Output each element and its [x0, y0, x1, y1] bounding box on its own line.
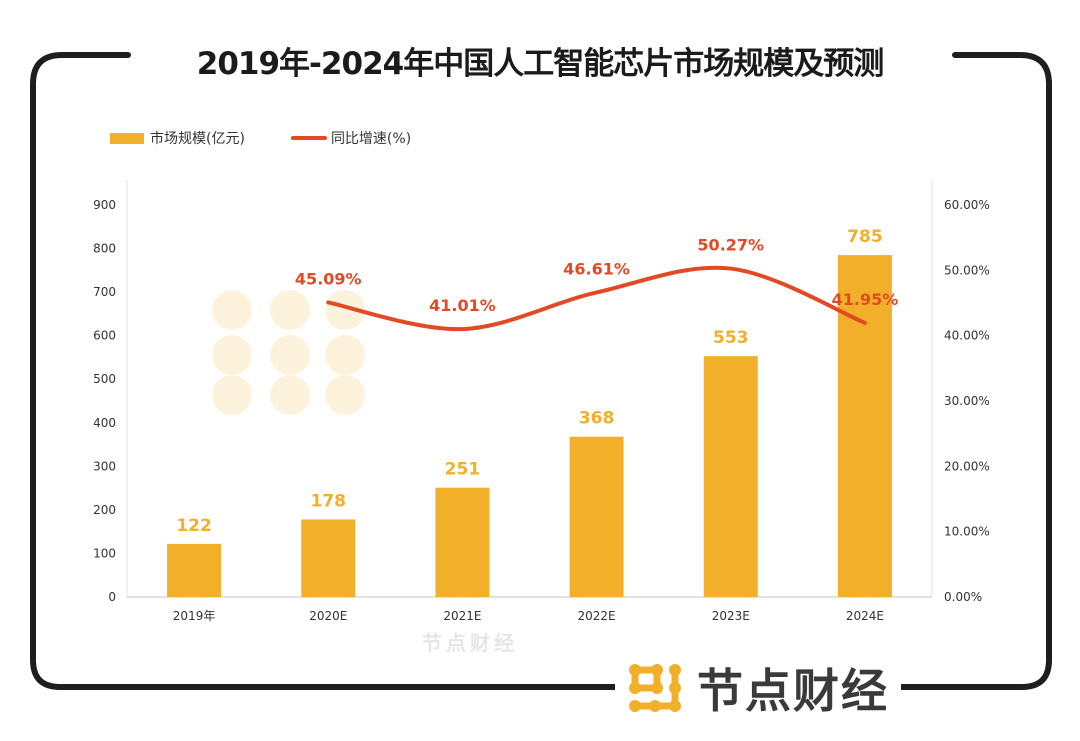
- left-tick-label: 100: [93, 546, 116, 560]
- watermark-logo-dot: [270, 375, 310, 415]
- data-labels: 122 178 251 368 553 785 45.09% 41.01% 46.61% 50.2…: [176, 227, 898, 536]
- x-tick-label: 2022E: [578, 609, 616, 623]
- bar: [569, 436, 624, 597]
- watermark-logo-dot: [212, 290, 252, 330]
- bar: [435, 487, 490, 597]
- watermark-logo-dot: [325, 335, 365, 375]
- watermark-logo-dot: [325, 290, 365, 330]
- dot-grid-logo-icon: [629, 664, 681, 712]
- watermark-logo-dot: [270, 290, 310, 330]
- bar-value-label: 368: [579, 409, 615, 429]
- right-tick-label: 40.00%: [944, 329, 990, 343]
- growth-line: [326, 265, 867, 332]
- legend-bar-swatch: [110, 132, 144, 144]
- right-tick-label: 50.00%: [944, 263, 990, 277]
- growth-value-label: 41.95%: [832, 290, 899, 309]
- x-tick-label: 2019年: [173, 609, 216, 623]
- x-tick-label: 2021E: [443, 609, 481, 623]
- bar: [167, 543, 222, 597]
- footer-brand: 节点财经: [615, 655, 901, 721]
- brand-name: 节点财经: [697, 664, 889, 718]
- legend-bar-label: 市场规模(亿元): [150, 131, 245, 147]
- x-tick-label: 2024E: [846, 609, 884, 623]
- watermark: 节点财经: [212, 290, 518, 655]
- watermark-logo-icon: [212, 290, 365, 415]
- bar: [301, 519, 356, 597]
- bar-value-label: 251: [445, 460, 481, 480]
- growth-value-label: 45.09%: [295, 269, 362, 288]
- right-tick-label: 0.00%: [944, 590, 982, 604]
- growth-value-label: 41.01%: [429, 296, 496, 315]
- watermark-logo-dot: [325, 375, 365, 415]
- legend-line-label: 同比增速(%): [330, 131, 412, 147]
- left-tick-label: 600: [93, 329, 116, 343]
- left-tick-label: 200: [93, 503, 116, 517]
- right-tick-label: 20.00%: [944, 459, 990, 473]
- left-tick-label: 300: [93, 459, 116, 473]
- bars: [167, 255, 892, 598]
- legend: 市场规模(亿元) 同比增速(%): [110, 128, 411, 148]
- chart-title: 2019年-2024年中国人工智能芯片市场规模及预测: [0, 38, 1080, 83]
- right-tick-label: 30.00%: [944, 394, 990, 408]
- bar-value-label: 122: [176, 516, 212, 536]
- watermark-logo-dot: [212, 335, 252, 375]
- x-tick-label: 2020E: [309, 609, 347, 623]
- axes: 0 100 200 300 400 500 600 700 800 900 0.00% 10.00% 2…: [93, 180, 990, 623]
- left-tick-label: 500: [93, 372, 116, 386]
- left-tick-label: 900: [93, 198, 116, 212]
- right-tick-label: 60.00%: [944, 198, 990, 212]
- left-tick-label: 800: [93, 242, 116, 256]
- watermark-logo-dot: [270, 335, 310, 375]
- legend-line-swatch: [290, 136, 327, 140]
- growth-value-label: 46.61%: [563, 259, 630, 278]
- left-tick-label: 400: [93, 416, 116, 430]
- watermark-text: 节点财经: [422, 631, 518, 655]
- left-tick-label: 700: [93, 285, 116, 299]
- left-tick-label: 0: [108, 590, 116, 604]
- right-tick-label: 10.00%: [944, 525, 990, 539]
- watermark-logo-dot: [212, 375, 252, 415]
- bar-value-label: 178: [311, 491, 347, 511]
- bar-value-label: 785: [847, 227, 883, 247]
- bar: [703, 356, 758, 597]
- bar: [837, 255, 892, 598]
- bar-value-label: 553: [713, 328, 749, 348]
- x-tick-label: 2023E: [712, 609, 750, 623]
- growth-value-label: 50.27%: [697, 236, 764, 255]
- chart-title-text: 2019年-2024年中国人工智能芯片市场规模及预测: [182, 46, 898, 82]
